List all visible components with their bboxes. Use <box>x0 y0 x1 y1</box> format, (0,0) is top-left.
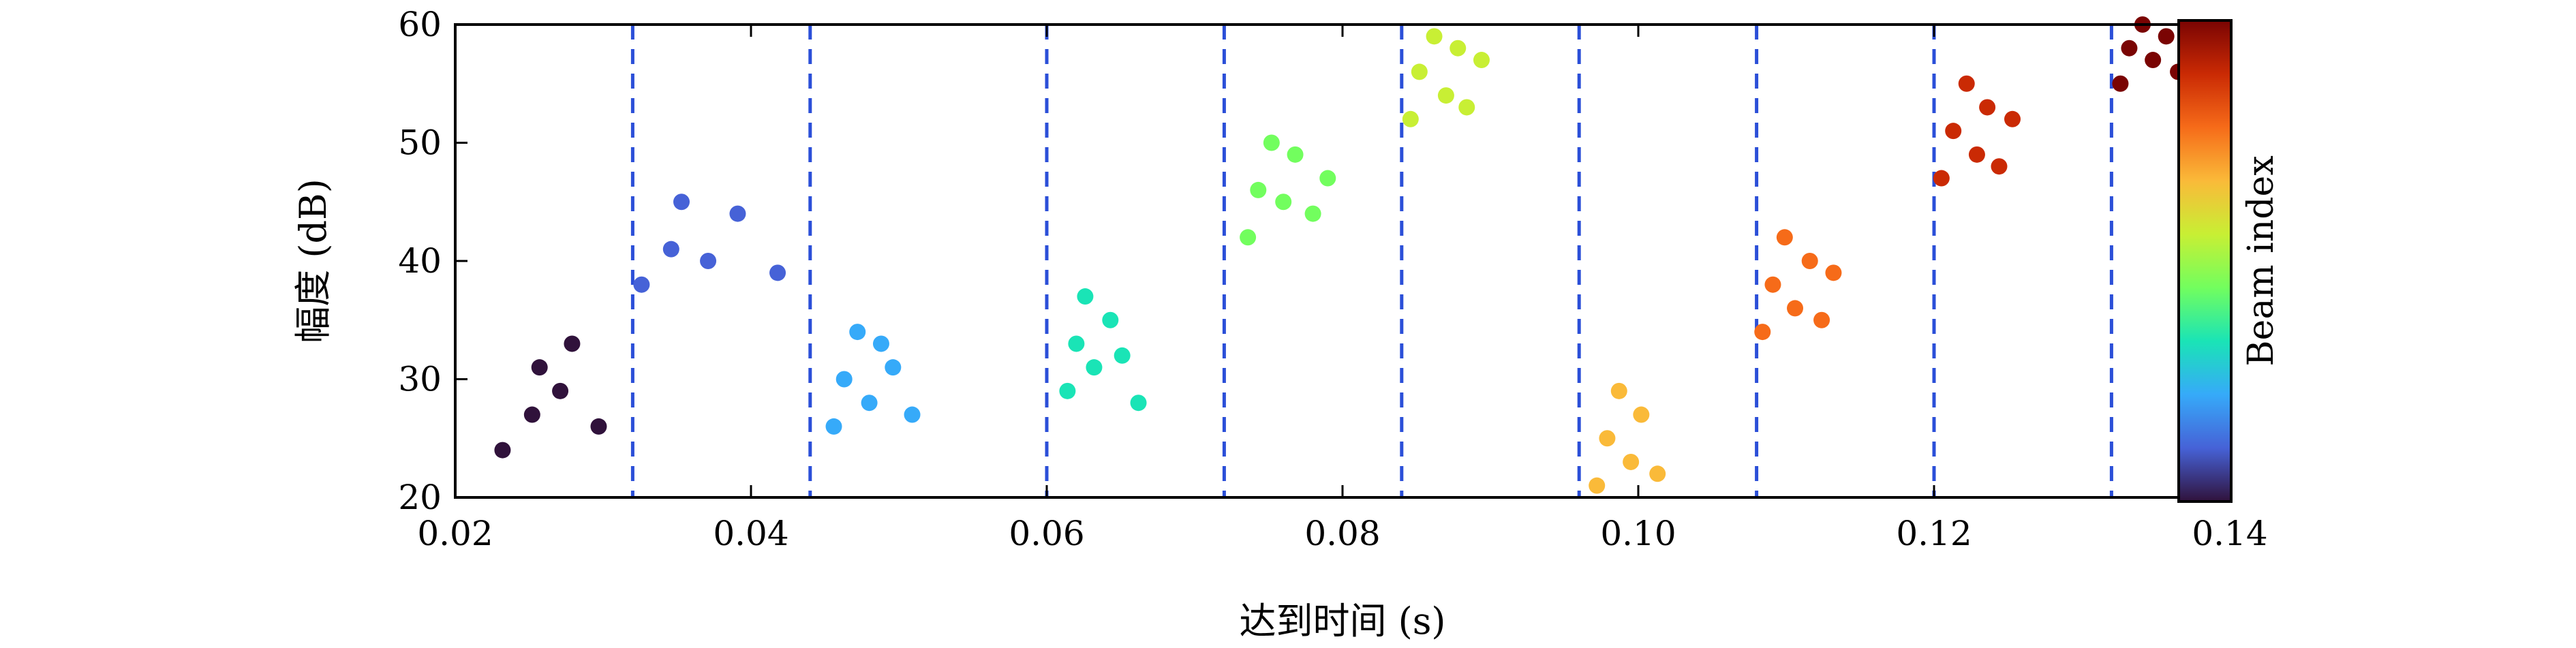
data-point <box>523 406 540 423</box>
data-points <box>494 16 2187 494</box>
data-point <box>1304 205 1321 222</box>
x-axis-label: 达到时间 (s) <box>1239 600 1445 643</box>
data-point <box>885 359 902 376</box>
data-point <box>1610 382 1627 399</box>
data-point <box>1787 300 1804 317</box>
data-point <box>1933 170 1950 187</box>
data-point <box>1250 181 1267 198</box>
y-tick-label: 60 <box>398 5 442 44</box>
x-tick-label: 0.06 <box>1009 514 1084 553</box>
data-point <box>673 194 690 211</box>
data-point <box>633 276 650 293</box>
y-tick-label: 40 <box>398 241 442 281</box>
data-point <box>1130 395 1147 412</box>
data-point <box>1450 40 1467 57</box>
data-point <box>1411 63 1428 80</box>
y-tick-label: 30 <box>398 360 442 399</box>
data-point <box>1958 75 1975 92</box>
data-point <box>552 382 569 399</box>
data-point <box>835 371 853 388</box>
data-point <box>1979 99 1996 116</box>
data-point <box>494 442 511 459</box>
data-point <box>904 406 921 423</box>
x-tick-label: 0.12 <box>1896 514 1972 553</box>
x-tick-label: 0.02 <box>417 514 493 553</box>
y-axis-ticks: 20 30 40 50 60 <box>398 5 2230 517</box>
data-point <box>564 335 581 352</box>
data-point <box>1263 134 1280 151</box>
data-point <box>662 241 679 258</box>
data-point <box>1776 229 1793 246</box>
colorbar <box>2177 19 2233 503</box>
data-point <box>1068 335 1085 352</box>
data-point <box>1649 465 1666 482</box>
data-point <box>1426 28 1443 45</box>
data-point <box>531 359 548 376</box>
data-point <box>1801 253 1818 269</box>
y-tick-label: 50 <box>398 123 442 163</box>
x-tick-label: 0.04 <box>713 514 788 553</box>
data-point <box>1589 477 1606 494</box>
data-point <box>1473 52 1490 69</box>
data-point <box>1754 324 1771 341</box>
data-point <box>2145 52 2162 69</box>
separator-lines <box>630 25 2113 497</box>
x-tick-label: 0.08 <box>1304 514 1380 553</box>
data-point <box>590 418 607 435</box>
data-point <box>1945 123 1962 140</box>
x-tick-label: 0.10 <box>1600 514 1676 553</box>
data-point <box>2158 28 2175 45</box>
x-tick-label: 0.14 <box>2192 514 2267 553</box>
data-point <box>825 418 842 435</box>
data-point <box>1275 194 1292 211</box>
data-point <box>1059 382 1076 399</box>
data-point <box>1240 229 1257 246</box>
data-point <box>1825 264 1842 281</box>
data-point <box>729 205 746 222</box>
plot-frame <box>454 23 2231 499</box>
data-point <box>1077 288 1094 305</box>
y-axis-label: 幅度 (dB) <box>292 179 335 343</box>
x-axis-ticks: 0.02 0.04 0.06 0.08 0.10 0.12 0.14 <box>417 25 2268 553</box>
data-point <box>2121 40 2138 57</box>
data-point <box>2112 75 2129 92</box>
data-point <box>1623 453 1640 470</box>
data-point <box>1991 158 2008 175</box>
data-point <box>1437 87 1454 104</box>
data-point <box>1319 170 1336 187</box>
data-point <box>1813 311 1830 328</box>
data-point <box>769 264 786 281</box>
data-point <box>2004 110 2021 127</box>
data-point <box>700 253 717 269</box>
data-point <box>1086 359 1103 376</box>
data-point <box>1402 110 1419 127</box>
data-point <box>849 324 866 341</box>
y-tick-label: 20 <box>398 478 442 517</box>
data-point <box>1764 276 1781 293</box>
data-point <box>872 335 889 352</box>
data-point <box>1968 146 1985 163</box>
data-point <box>1114 347 1131 364</box>
data-point <box>1599 430 1616 447</box>
data-point <box>1458 99 1475 116</box>
data-point <box>1287 146 1304 163</box>
colorbar-label: Beam index <box>2241 155 2282 366</box>
data-point <box>861 395 878 412</box>
data-point <box>1102 311 1119 328</box>
data-point <box>1633 406 1650 423</box>
